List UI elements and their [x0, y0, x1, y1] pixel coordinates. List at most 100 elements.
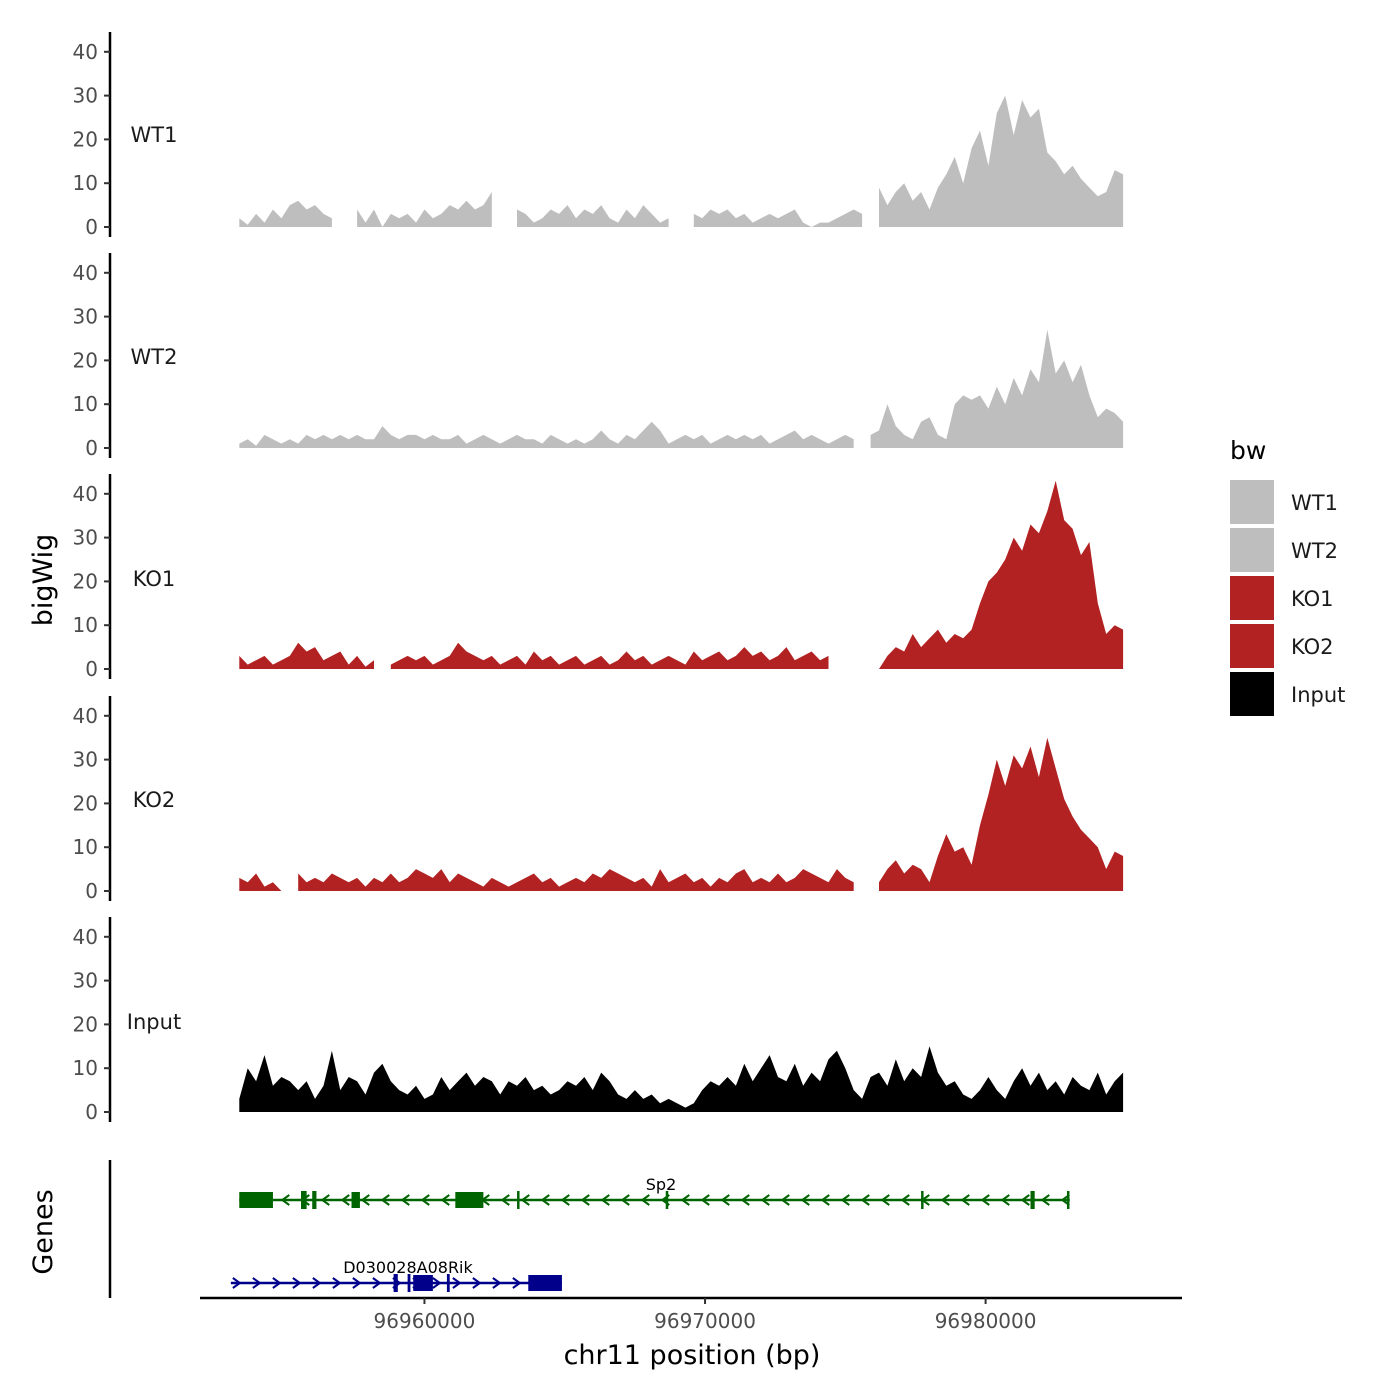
strand-chevron [312, 1277, 322, 1289]
legend-label: WT2 [1291, 539, 1338, 563]
y-tick-label: 40 [73, 40, 98, 64]
gene-label: Sp2 [646, 1175, 677, 1194]
y-tick-label: 10 [73, 835, 98, 859]
y-tick-label: 10 [73, 1056, 98, 1080]
legend-label: WT1 [1291, 491, 1338, 515]
strand-chevron [380, 1194, 390, 1206]
coverage-area-ko2 [239, 737, 1124, 891]
track-panels: 0 10 20 30 40 WT1 0 10 20 30 40 WT2 0 10 20 30 40 KO1 0 10 2… [73, 32, 1124, 1124]
y-tick-label: 0 [85, 1100, 98, 1124]
strand-chevron [360, 1194, 370, 1206]
legend: bw WT1 WT2 KO1 KO2 Input [1230, 436, 1345, 716]
genes-axis-title: Genes [28, 1189, 59, 1274]
y-tick-label: 30 [73, 305, 98, 329]
track-panel-wt2: 0 10 20 30 40 WT2 [73, 253, 1124, 460]
legend-label: KO2 [1291, 635, 1334, 659]
legend-entry-wt1: WT1 [1230, 480, 1338, 524]
gene-exon [921, 1191, 924, 1209]
legend-entry-ko1: KO1 [1230, 576, 1334, 620]
legend-swatch [1230, 528, 1274, 572]
strand-chevron [780, 1194, 790, 1206]
y-tick-label: 20 [73, 791, 98, 815]
strand-chevron [332, 1277, 342, 1289]
gene-exon [528, 1275, 562, 1291]
track-label: Input [127, 1010, 181, 1034]
legend-entry-wt2: WT2 [1230, 528, 1338, 572]
track-label: KO1 [133, 567, 176, 591]
strand-chevron [700, 1194, 710, 1206]
legend-entry-input: Input [1230, 672, 1345, 716]
strand-chevron [1000, 1194, 1010, 1206]
y-tick-label: 30 [73, 969, 98, 993]
gene-d030028a08rik: D030028A08Rik [230, 1258, 562, 1292]
y-tick-label: 10 [73, 392, 98, 416]
legend-swatch [1230, 480, 1274, 524]
y-tick-label: 40 [73, 261, 98, 285]
legend-swatch [1230, 576, 1274, 620]
x-tick-label: 96960000 [374, 1309, 476, 1333]
legend-swatch [1230, 624, 1274, 668]
strand-chevron [432, 1277, 442, 1289]
strand-chevron [420, 1194, 430, 1206]
strand-chevron [600, 1194, 610, 1206]
y-tick-label: 0 [85, 879, 98, 903]
gene-exon [393, 1274, 398, 1292]
strand-chevron [1020, 1194, 1030, 1206]
strand-chevron [760, 1194, 770, 1206]
strand-chevron [720, 1194, 730, 1206]
y-tick-label: 20 [73, 127, 98, 151]
track-panel-wt1: 0 10 20 30 40 WT1 [73, 32, 1124, 239]
gene-sp2: Sp2 [239, 1175, 1070, 1209]
y-tick-label: 30 [73, 84, 98, 108]
coverage-area-input [239, 1046, 1124, 1112]
legend-swatch [1230, 672, 1274, 716]
x-axis-title: chr11 position (bp) [564, 1340, 821, 1371]
legend-title: bw [1230, 436, 1266, 465]
strand-chevron [560, 1194, 570, 1206]
gene-exon [351, 1192, 360, 1208]
strand-chevron [372, 1277, 382, 1289]
gene-exon [446, 1274, 450, 1292]
strand-chevron [540, 1194, 550, 1206]
strand-chevron [440, 1194, 450, 1206]
y-tick-label: 20 [73, 348, 98, 372]
strand-chevron [232, 1277, 242, 1289]
y-tick-label: 40 [73, 925, 98, 949]
strand-chevron [1060, 1194, 1070, 1206]
strand-chevron [580, 1194, 590, 1206]
y-tick-label: 0 [85, 215, 98, 239]
gene-exon [517, 1191, 520, 1209]
legend-label: Input [1291, 683, 1345, 707]
strand-chevron [252, 1277, 262, 1289]
gene-exon [407, 1274, 411, 1292]
y-tick-label: 20 [73, 1012, 98, 1036]
gene-exon [312, 1191, 317, 1209]
strand-chevron [352, 1277, 362, 1289]
coverage-area-wt2 [239, 329, 1124, 448]
track-panel-input: 0 10 20 30 40 Input [73, 917, 1124, 1124]
strand-chevron [500, 1194, 510, 1206]
strand-chevron [860, 1194, 870, 1206]
coverage-area-wt1 [239, 95, 1124, 227]
y-tick-label: 40 [73, 704, 98, 728]
strand-chevron [940, 1194, 950, 1206]
track-label: WT2 [131, 345, 178, 369]
strand-chevron [512, 1277, 522, 1289]
gene-exon [239, 1192, 273, 1208]
strand-chevron [292, 1277, 302, 1289]
y-tick-label: 40 [73, 482, 98, 506]
track-panel-ko2: 0 10 20 30 40 KO2 [73, 696, 1124, 903]
strand-chevron [740, 1194, 750, 1206]
strand-chevron [472, 1277, 482, 1289]
strand-chevron [452, 1277, 462, 1289]
track-label: WT1 [131, 123, 178, 147]
strand-chevron [1040, 1194, 1050, 1206]
strand-chevron [900, 1194, 910, 1206]
y-tick-label: 10 [73, 171, 98, 195]
gene-exon [455, 1192, 484, 1208]
coverage-area-ko1 [239, 480, 1124, 669]
y-tick-label: 30 [73, 748, 98, 772]
strand-chevron [880, 1194, 890, 1206]
track-label: KO2 [133, 788, 176, 812]
strand-chevron [800, 1194, 810, 1206]
